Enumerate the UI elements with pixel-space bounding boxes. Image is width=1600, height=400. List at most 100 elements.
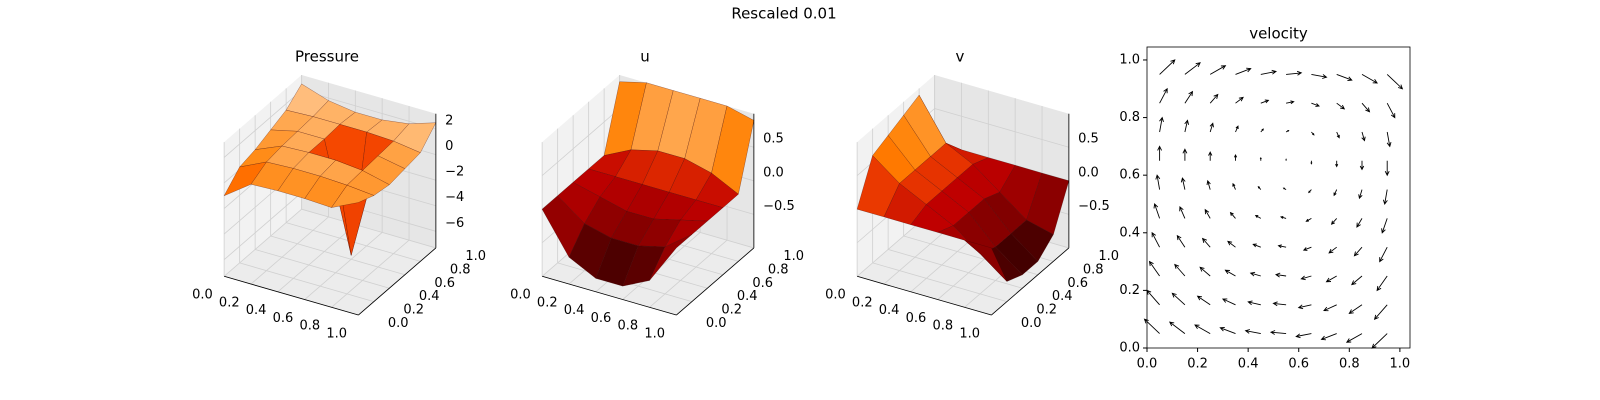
x-tick-label: 1.0: [644, 326, 665, 341]
arrow: [1157, 145, 1163, 161]
grid-line: [331, 239, 410, 308]
arrow: [1285, 129, 1290, 133]
arrow: [1359, 160, 1365, 171]
arrow: [1382, 189, 1388, 205]
z-tick-label: 0.0: [763, 165, 784, 180]
y-tick-label: 0.2: [1119, 283, 1140, 298]
arrow: [1361, 74, 1378, 84]
x-tick-label: 1.0: [326, 326, 347, 341]
arrow: [1148, 260, 1160, 277]
y-tick-label: 0.8: [1119, 110, 1140, 125]
arrow: [1361, 102, 1371, 113]
arrow: [1257, 185, 1262, 190]
grid-line: [255, 249, 390, 289]
grid-line: [872, 262, 1007, 303]
arrow: [1384, 160, 1390, 177]
arrow: [1336, 102, 1346, 110]
arrow: [1311, 73, 1328, 79]
arrow: [1260, 69, 1278, 75]
z-tick-label: −2: [445, 165, 464, 180]
arrow: [1295, 333, 1312, 339]
y-tick-label: 0.2: [721, 303, 742, 318]
x-tick-label: 0.6: [1288, 357, 1309, 372]
x-tick-label: 0.2: [1187, 357, 1208, 372]
arrow: [1201, 237, 1211, 248]
arrow: [1229, 211, 1236, 219]
arrow: [1235, 96, 1244, 104]
arrow: [1376, 275, 1388, 292]
grid-line: [304, 232, 383, 300]
arrow: [1235, 125, 1239, 133]
arrow: [1219, 326, 1236, 335]
y-tick-label: 0.4: [419, 289, 440, 304]
x-tick-label: 0.8: [1339, 357, 1360, 372]
arrow: [1174, 263, 1186, 277]
y-tick-label: 0.8: [450, 262, 471, 277]
z-tick-label: 0: [445, 139, 453, 154]
y-tick-label: 0.0: [706, 316, 727, 331]
axes-frame: [1146, 46, 1411, 349]
surface-patch: [649, 234, 693, 281]
z-tick-label: −0.5: [763, 199, 795, 214]
arrow: [1345, 333, 1363, 343]
grid-line: [541, 108, 620, 176]
arrow: [1171, 292, 1186, 306]
y-tick-label: 0.8: [1083, 262, 1104, 277]
z-tick-label: −6: [445, 216, 464, 231]
axis-line: [991, 247, 1070, 316]
y-tick-label: 0.2: [403, 303, 424, 318]
arrow: [1386, 74, 1404, 90]
arrow: [1176, 234, 1186, 248]
arrow: [1282, 187, 1287, 190]
arrow: [1320, 333, 1337, 341]
y-tick-label: 0.6: [1119, 168, 1140, 183]
arrow: [1353, 246, 1363, 257]
axis-line: [358, 247, 437, 316]
arrow: [1260, 128, 1264, 133]
z-tick-label: 0.0: [1078, 165, 1099, 180]
arrow: [1199, 266, 1211, 277]
arrow: [1348, 304, 1363, 314]
arrow: [1285, 158, 1287, 161]
arrow: [1204, 208, 1211, 219]
arrow: [1328, 246, 1337, 254]
chart-title: u: [640, 48, 650, 66]
grid-line: [223, 192, 302, 260]
arrow: [1280, 216, 1287, 219]
arrow: [1184, 62, 1201, 75]
y-tick-label: 0.0: [388, 316, 409, 331]
x-tick-label: 1.0: [1390, 357, 1411, 372]
arrow: [1269, 330, 1287, 335]
arrow: [1351, 275, 1363, 286]
arrow: [1182, 148, 1188, 161]
y-tick-label: 0.4: [737, 289, 758, 304]
grid-line: [250, 216, 329, 285]
axis-line: [676, 247, 755, 316]
x-tick-label: 0.0: [825, 288, 846, 303]
z-tick-label: 2: [445, 113, 453, 128]
grid-line: [270, 235, 405, 276]
arrow: [1260, 99, 1270, 104]
y-tick-label: 0.2: [1036, 303, 1057, 318]
arrow: [1358, 189, 1363, 200]
y-tick-label: 1.0: [1119, 52, 1140, 67]
surface-patch: [964, 240, 1008, 282]
arrow: [1254, 215, 1262, 219]
pane: [224, 209, 436, 315]
arrow: [1275, 272, 1287, 278]
arrow: [1361, 131, 1366, 142]
arrow: [1209, 65, 1227, 75]
y-tick-label: 0.4: [1119, 225, 1140, 240]
axis-line: [224, 275, 359, 316]
arrow: [1184, 90, 1194, 104]
arrow: [1184, 119, 1190, 133]
arrow: [1206, 179, 1211, 190]
surface-patch: [331, 184, 375, 208]
arrow: [1336, 73, 1353, 82]
grid-line: [223, 89, 302, 158]
grid-line: [301, 89, 436, 130]
arrow: [1221, 298, 1236, 306]
arrow: [1272, 301, 1287, 307]
arrow: [1333, 189, 1338, 197]
